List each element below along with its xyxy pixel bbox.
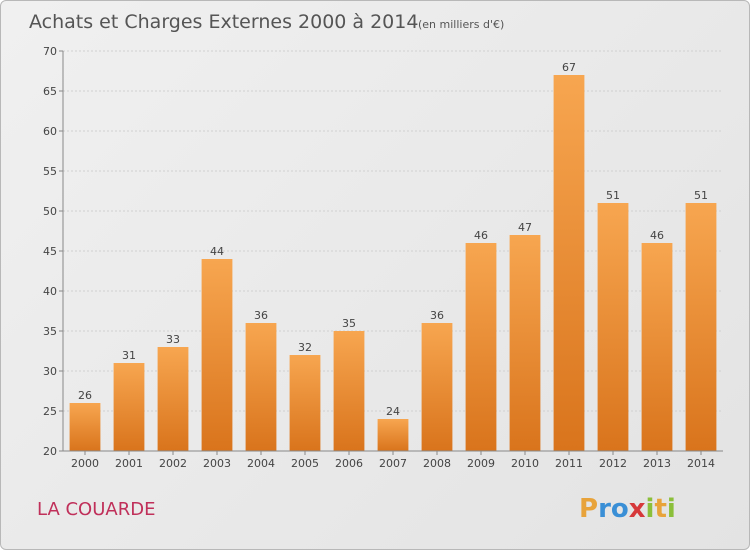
y-tick-label: 30: [43, 365, 57, 378]
x-tick-label: 2003: [203, 457, 231, 470]
bar-2005: [289, 355, 321, 451]
bar-2001: [113, 363, 145, 451]
x-tick-label: 2004: [247, 457, 275, 470]
value-label-2001: 31: [122, 349, 136, 362]
y-tick-label: 45: [43, 245, 57, 258]
bars-layer: 26 31 33 44 36 32 35 24 36 46 47 67 51 46 51: [69, 61, 717, 451]
x-tick-label: 2002: [159, 457, 187, 470]
bar-2002: [157, 347, 189, 451]
y-tick-label: 55: [43, 165, 57, 178]
value-label-2012: 51: [606, 189, 620, 202]
y-tick-label: 65: [43, 85, 57, 98]
chart-subtitle: (en milliers d'€): [418, 18, 504, 31]
x-tick-label: 2000: [71, 457, 99, 470]
x-tick-label: 2010: [511, 457, 539, 470]
x-tick-label: 2005: [291, 457, 319, 470]
value-label-2011: 67: [562, 61, 576, 74]
y-tick-label: 25: [43, 405, 57, 418]
commune-name: LA COUARDE: [37, 499, 155, 520]
x-tick-label: 2001: [115, 457, 143, 470]
bar-2004: [245, 323, 277, 451]
x-tick-label: 2013: [643, 457, 671, 470]
value-label-2007: 24: [386, 405, 400, 418]
value-label-2004: 36: [254, 309, 268, 322]
proxiti-logo: Proxiti: [579, 494, 676, 524]
bar-2008: [421, 323, 453, 451]
logo-letter: t: [654, 494, 666, 524]
y-tick-label: 70: [43, 45, 57, 58]
logo-letter: r: [598, 494, 611, 524]
value-label-2002: 33: [166, 333, 180, 346]
y-tick-label: 60: [43, 125, 57, 138]
chart-title: Achats et Charges Externes 2000 à 2014: [29, 11, 418, 33]
y-tick-label: 20: [43, 445, 57, 458]
value-label-2014: 51: [694, 189, 708, 202]
value-label-2006: 35: [342, 317, 356, 330]
y-tick-label: 40: [43, 285, 57, 298]
logo-letter: o: [611, 494, 629, 524]
value-label-2005: 32: [298, 341, 312, 354]
bar-2009: [465, 243, 497, 451]
bar-2011: [553, 75, 585, 451]
value-label-2000: 26: [78, 389, 92, 402]
x-tick-label: 2007: [379, 457, 407, 470]
axis-layer: 20 25 30 35 40 45 50 55 60 65 70 2000 2001 2002 2003 20…: [43, 45, 723, 470]
bar-2013: [641, 243, 673, 451]
logo-letter: x: [629, 494, 646, 524]
x-tick-label: 2011: [555, 457, 583, 470]
bar-2010: [509, 235, 541, 451]
x-tick-label: 2006: [335, 457, 363, 470]
x-tick-label: 2012: [599, 457, 627, 470]
value-label-2010: 47: [518, 221, 532, 234]
bar-2006: [333, 331, 365, 451]
y-tick-label: 35: [43, 325, 57, 338]
value-label-2013: 46: [650, 229, 664, 242]
bar-2014: [685, 203, 717, 451]
bar-2012: [597, 203, 629, 451]
y-tick-label: 50: [43, 205, 57, 218]
logo-letter: i: [667, 494, 676, 524]
logo-letter: i: [646, 494, 655, 524]
value-label-2008: 36: [430, 309, 444, 322]
x-tick-label: 2008: [423, 457, 451, 470]
x-tick-label: 2009: [467, 457, 495, 470]
logo-letter: P: [579, 494, 598, 524]
bar-2003: [201, 259, 233, 451]
value-label-2003: 44: [210, 245, 224, 258]
x-tick-label: 2014: [687, 457, 715, 470]
bar-2000: [69, 403, 101, 451]
bar-2007: [377, 419, 409, 451]
value-label-2009: 46: [474, 229, 488, 242]
